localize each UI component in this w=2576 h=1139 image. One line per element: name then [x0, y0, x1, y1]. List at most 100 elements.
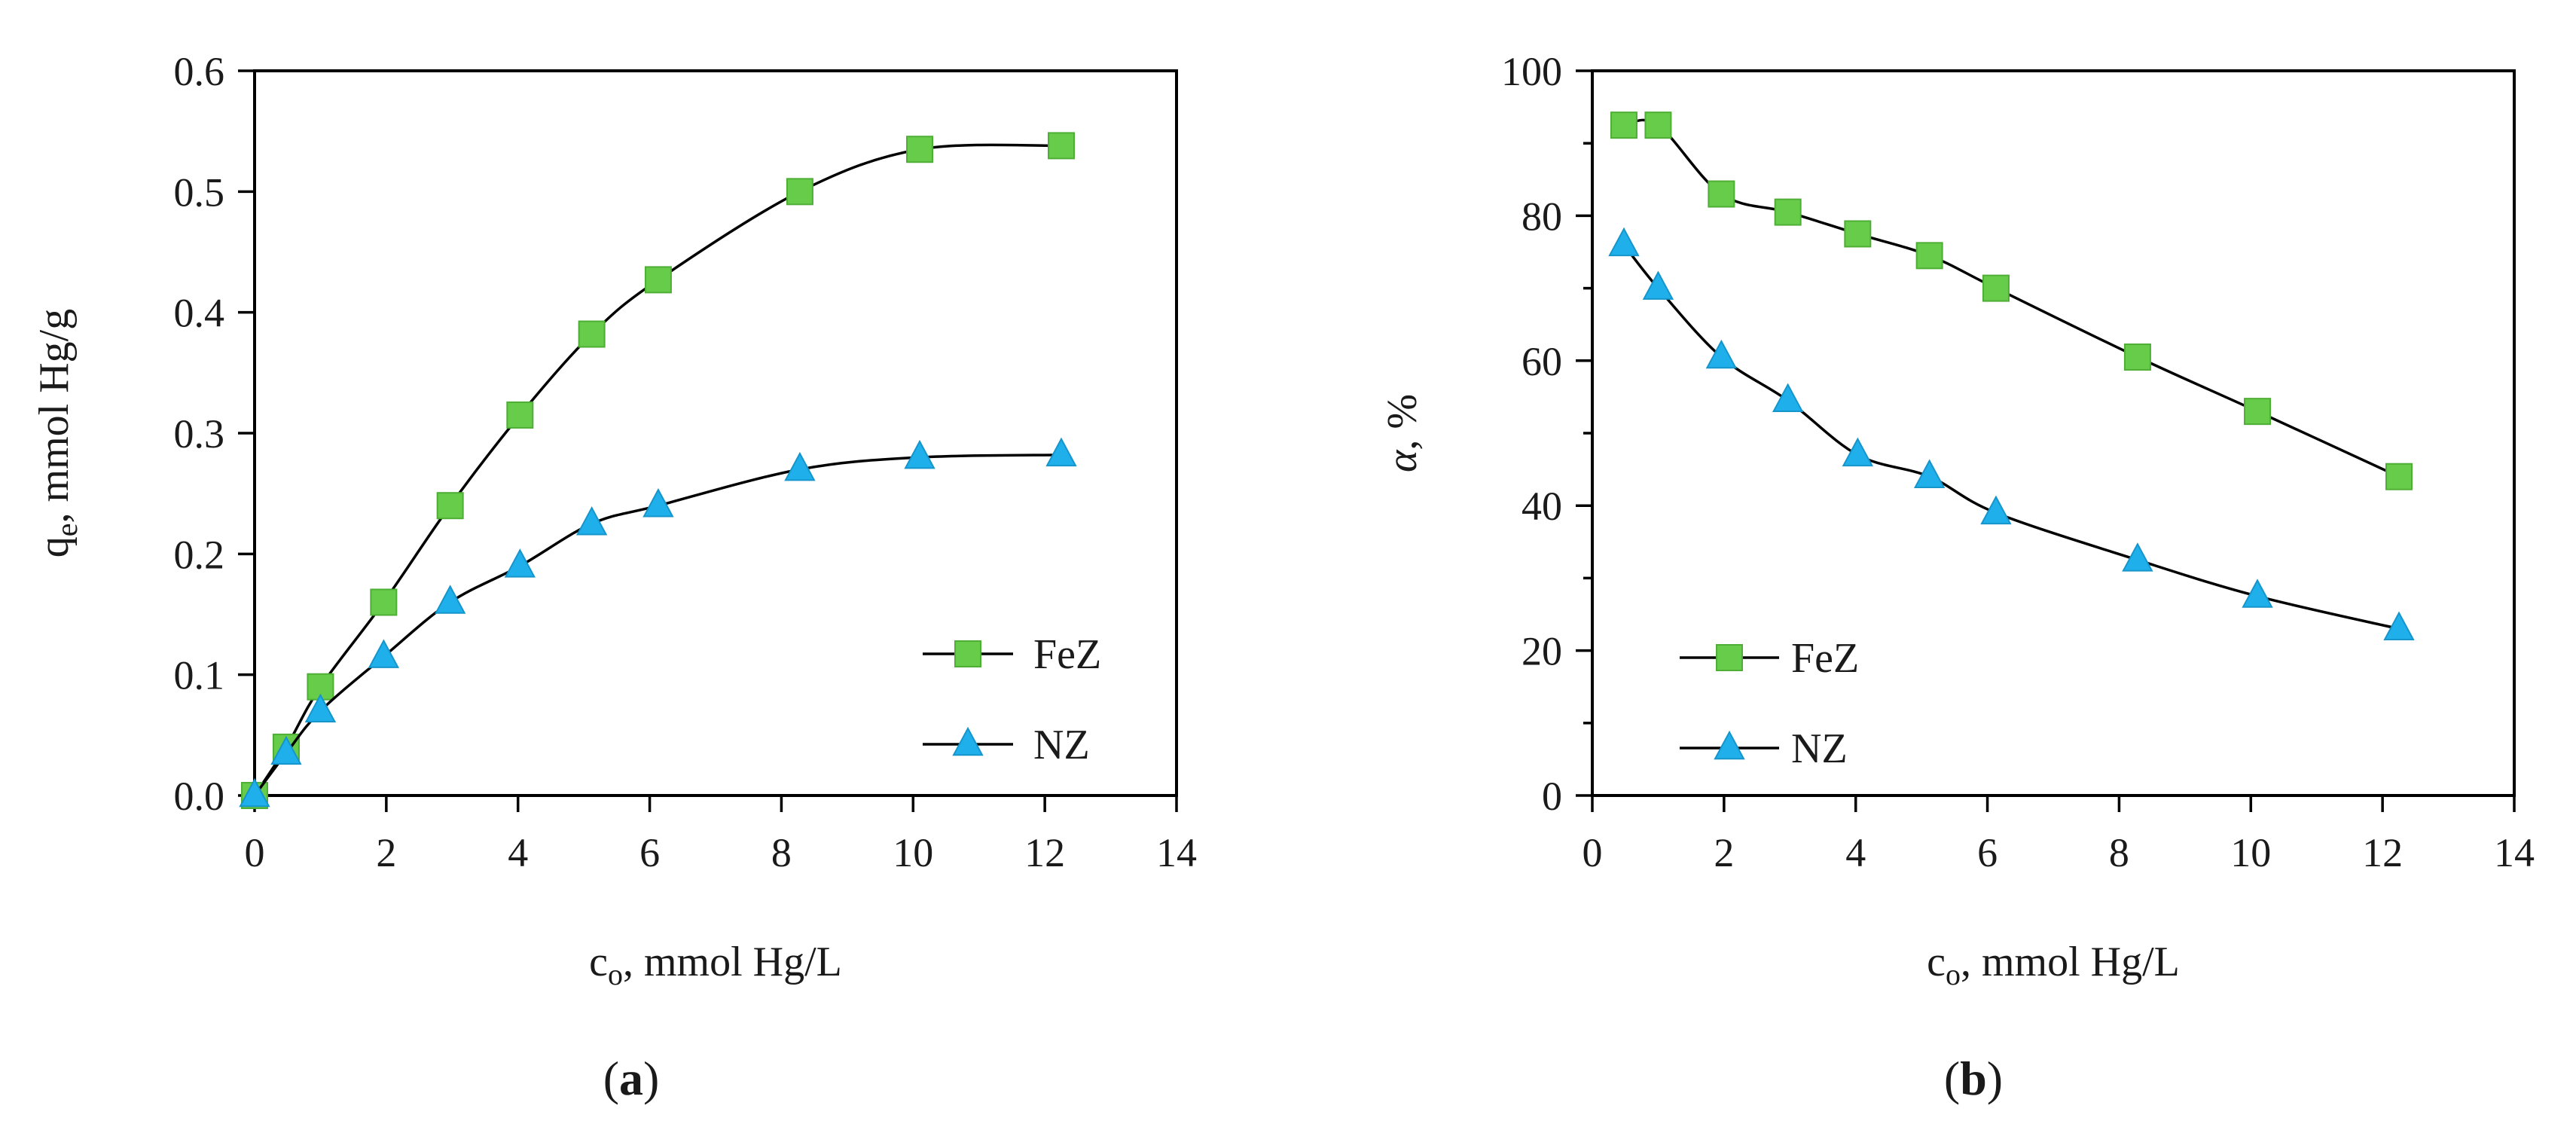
panel-a-y-tick-label: 0.2: [174, 532, 225, 577]
panel-a-y-tick-label: 0.6: [174, 49, 225, 94]
panel-b-series-nz-point: [2122, 542, 2153, 572]
panel-b-series-nz-point: [1772, 383, 1804, 412]
panel-b-series-fez-point: [2123, 343, 2151, 371]
panel-a-x-tick-label: 0: [245, 830, 265, 875]
panel-b-x-tick-label: 12: [2362, 830, 2403, 875]
panel-b-y-tick-label: 40: [1521, 484, 1562, 529]
panel-a-legend-marker-fez: [954, 640, 981, 667]
panel-b-y-tick-label: 60: [1521, 339, 1562, 384]
panel-a-series-nz-point: [239, 777, 270, 808]
panel-a-x-axis-title-main: c: [589, 939, 608, 985]
panel-a-y-tick-label: 0.0: [174, 774, 225, 819]
panel-b-y-axis-title: α, %: [1379, 394, 1426, 472]
panel-a-x-tick-label: 14: [1156, 830, 1197, 875]
panel-a-series-nz-point: [642, 488, 674, 518]
panel-b-series-fez-point: [1982, 274, 2010, 302]
panel-b-y-axis-title-rest: , %: [1379, 394, 1426, 450]
panel-a-caption-open: (: [603, 1052, 619, 1105]
panel-a-series-nz-point: [784, 451, 816, 481]
panel-b-series-fez-point: [1774, 198, 1802, 226]
panel-b-x-tick-label: 10: [2230, 830, 2271, 875]
panel-a-x-tick-label: 2: [376, 830, 396, 875]
panel-a-series-fez-point: [436, 492, 464, 520]
panel-b-series-fez-point: [1644, 111, 1672, 139]
panel-b-series-fez-point: [1610, 111, 1637, 139]
panel-a-x-tick-label: 12: [1024, 830, 1065, 875]
panel-a-series-nz-point: [504, 548, 536, 578]
panel-b-x-tick-label: 2: [1714, 830, 1734, 875]
panel-a-y-tick-label: 0.1: [174, 653, 225, 698]
panel-a-series-nz-point: [575, 506, 608, 536]
panel-a-series-fez-point: [644, 266, 672, 294]
panel-a-series-fez-point: [786, 178, 813, 206]
panel-b-series-fez-point: [1844, 220, 1872, 248]
panel-a-legend-label-nz: NZ: [1033, 722, 1090, 768]
panel-b-y-tick-label: 100: [1501, 49, 1562, 94]
panel-b-y-tick-label: 0: [1542, 774, 1562, 819]
panel-b-x-tick-label: 6: [1977, 830, 1998, 875]
panel-a-x-axis-title-rest: , mmol Hg/L: [623, 939, 842, 985]
panel-a-series-nz-point: [1045, 437, 1077, 467]
panel-a-series-fez-point: [578, 320, 606, 348]
panel-a-caption: (a): [603, 1052, 660, 1105]
panel-a-y-axis-title-main: q: [31, 536, 78, 557]
panel-a-x-tick-label: 4: [508, 830, 528, 875]
panel-b-x-tick-label: 0: [1583, 830, 1603, 875]
panel-b-x-axis-title-main: c: [1927, 939, 1946, 985]
panel-b-legend-marker-nz: [1714, 730, 1745, 760]
panel-b-series-nz-point: [2383, 611, 2415, 641]
panel-b-series-nz-point: [1642, 270, 1674, 300]
panel-b-x-tick-label: 14: [2494, 830, 2535, 875]
panel-b-caption-close: ): [1987, 1052, 2003, 1105]
panel-b-series-nz-point: [2242, 579, 2273, 608]
panel-b-series-nz-point: [1705, 339, 1738, 369]
panel-b-series-nz-point: [1842, 437, 1874, 467]
panel-b-y-axis-title-main: α: [1379, 449, 1426, 472]
panel-a-series-nz-point: [904, 439, 935, 469]
panel-a-x-tick-label: 6: [639, 830, 660, 875]
panel-b-series-nz-point: [1980, 495, 2012, 525]
panel-b-caption-open: (: [1944, 1052, 1960, 1105]
panel-b-legend-label-nz: NZ: [1791, 725, 1848, 772]
panel-a-y-tick-label: 0.5: [174, 169, 225, 215]
panel-b-y-tick-label: 80: [1521, 194, 1562, 239]
panel-a-caption-letter: a: [619, 1052, 643, 1105]
panel-a-series-fez-point: [906, 136, 934, 163]
panel-b-series-fez-point: [2385, 463, 2413, 490]
panel-b-series-fez-point: [2244, 398, 2272, 426]
panel-b-legend-marker-fez: [1716, 644, 1743, 671]
panel-b-series-nz-point: [1913, 459, 1946, 488]
panel-a-x-tick-label: 10: [893, 830, 933, 875]
chart-panel-b: 0 20 40 60 80 100 0 2 4 6 8 10 12 14 co, mmol Hg/L α, %…: [1379, 49, 2535, 1105]
panel-a-x-axis-title: co, mmol Hg/L: [589, 939, 842, 991]
panel-b-x-tick-label: 8: [2109, 830, 2129, 875]
panel-a-series-fez-point: [506, 401, 534, 429]
panel-a-y-tick-label: 0.4: [174, 291, 225, 336]
panel-a-y-tick-label: 0.3: [174, 411, 225, 457]
panel-a-series-fez-point: [1048, 132, 1075, 160]
panel-b-x-axis-title-sub: o: [1946, 957, 1961, 991]
panel-a-series-nz-point: [368, 639, 400, 668]
panel-a-series-nz-point: [434, 585, 466, 614]
panel-b-series-fez-point: [1708, 180, 1735, 208]
panel-b-series-fez-point: [1915, 242, 1943, 270]
panel-a-caption-close: ): [643, 1052, 659, 1105]
panel-a-x-axis-title-sub: o: [608, 957, 623, 991]
panel-b-caption-letter: b: [1960, 1052, 1987, 1105]
panel-b-x-tick-label: 4: [1845, 830, 1866, 875]
panel-b-x-axis-title: co, mmol Hg/L: [1927, 939, 2180, 991]
panel-a-x-tick-label: 8: [771, 830, 792, 875]
panel-a-y-axis-title-rest: , mmol Hg/g: [31, 309, 78, 524]
panel-b-y-tick-label: 20: [1521, 629, 1562, 674]
panel-a-legend-label-fez: FeZ: [1033, 631, 1101, 678]
panel-b-legend-label-fez: FeZ: [1791, 635, 1859, 682]
panel-a-series-nz-point: [270, 735, 302, 765]
panel-a-series-nz-point: [304, 693, 337, 723]
panel-b-caption: (b): [1944, 1052, 2003, 1105]
panel-b-series-nz-point: [1608, 227, 1640, 257]
panel-a-y-axis-title: qe, mmol Hg/g: [31, 309, 84, 557]
panel-a-legend-marker-nz: [952, 726, 984, 756]
